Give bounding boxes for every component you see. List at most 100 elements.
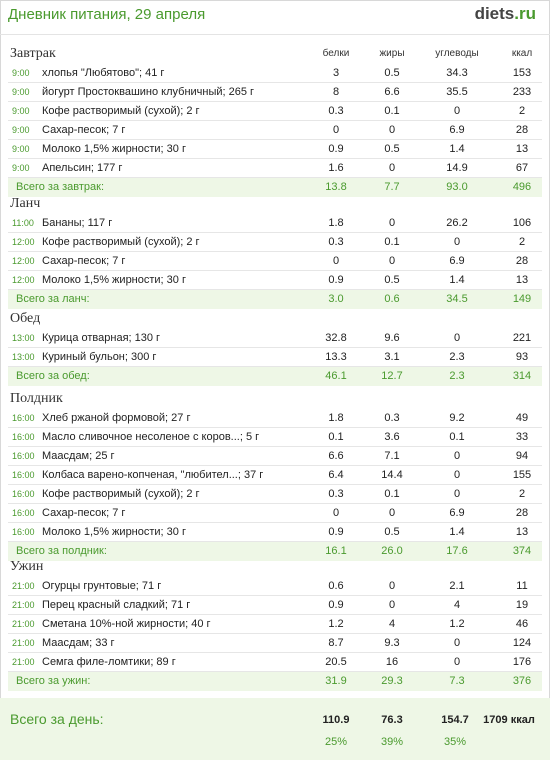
food-name[interactable]: Сахар-песок; 7 г <box>42 255 126 267</box>
food-row[interactable]: 16:00 Хлеб ржаной формовой; 27 г 1.8 0.3 9.2… <box>8 409 542 428</box>
food-fat: 0.5 <box>384 526 400 538</box>
total-kcal: 374 <box>512 545 532 557</box>
food-time: 16:00 <box>12 508 35 518</box>
food-name[interactable]: Масло сливочное несоленое с коров...; 5 … <box>42 431 260 443</box>
food-name[interactable]: йогурт Простоквашино клубничный; 265 г <box>42 86 255 98</box>
total-fat: 7.7 <box>384 181 400 193</box>
food-row[interactable]: 13:00 Куриный бульон; 300 г 13.3 3.1 2.3 93 <box>8 348 542 367</box>
food-time: 21:00 <box>12 657 35 667</box>
food-name[interactable]: Маасдам; 33 г <box>42 637 115 649</box>
food-name[interactable]: Молоко 1,5% жирности; 30 г <box>42 143 186 155</box>
food-protein: 0 <box>332 124 340 136</box>
food-fat: 4 <box>388 618 396 630</box>
food-fat: 0.1 <box>384 236 400 248</box>
food-name[interactable]: Кофе растворимый (сухой); 2 г <box>42 105 200 117</box>
meal-total-label: Всего за завтрак: <box>16 181 105 193</box>
food-name[interactable]: Курица отварная; 130 г <box>42 332 161 344</box>
food-name[interactable]: Хлеб ржаной формовой; 27 г <box>42 412 191 424</box>
food-kcal: 176 <box>512 656 532 668</box>
total-carbs: 93.0 <box>446 181 468 193</box>
food-protein: 20.5 <box>325 656 347 668</box>
food-row[interactable]: 12:00 Сахар-песок; 7 г 0 0 6.9 28 <box>8 252 542 271</box>
food-protein: 1.8 <box>328 217 344 229</box>
food-row[interactable]: 21:00 Маасдам; 33 г 8.7 9.3 0 124 <box>8 634 542 653</box>
food-row[interactable]: 12:00 Кофе растворимый (сухой); 2 г 0.3 0.1… <box>8 233 542 252</box>
food-row[interactable]: 21:00 Сметана 10%-ной жирности; 40 г 1.2 4 1… <box>8 615 542 634</box>
food-name[interactable]: Огурцы грунтовые; 71 г <box>42 580 162 592</box>
food-time: 12:00 <box>12 256 35 266</box>
food-row[interactable]: 21:00 Перец красный сладкий; 71 г 0.9 0 4 19 <box>8 596 542 615</box>
food-time: 16:00 <box>12 432 35 442</box>
food-row[interactable]: 16:00 Молоко 1,5% жирности; 30 г 0.9 0.5 1.4… <box>8 523 542 542</box>
food-name[interactable]: Колбаса варено-копченая, "любител...; 37… <box>42 469 264 481</box>
food-kcal: 2 <box>518 236 526 248</box>
food-time: 12:00 <box>12 237 35 247</box>
food-kcal: 124 <box>512 637 532 649</box>
site-logo[interactable]: diets.ru <box>475 4 536 24</box>
food-carbs: 0 <box>453 332 461 344</box>
meal-total-row: Всего за обед: 46.1 12.7 2.3 314 <box>8 367 542 386</box>
day-protein: 110.9 <box>322 714 350 726</box>
food-carbs: 2.3 <box>449 351 465 363</box>
food-row[interactable]: 9:00 хлопья "Любятово"; 41 г 3 0.5 34.3 153 <box>8 64 542 83</box>
food-name[interactable]: Кофе растворимый (сухой); 2 г <box>42 488 200 500</box>
food-row[interactable]: 16:00 Сахар-песок; 7 г 0 0 6.9 28 <box>8 504 542 523</box>
food-carbs: 0 <box>453 236 461 248</box>
food-name[interactable]: Семга филе-ломтики; 89 г <box>42 656 176 668</box>
total-protein: 31.9 <box>325 675 347 687</box>
food-row[interactable]: 9:00 йогурт Простоквашино клубничный; 265… <box>8 83 542 102</box>
food-name[interactable]: Сахар-песок; 7 г <box>42 124 126 136</box>
food-carbs: 4 <box>453 599 461 611</box>
food-name[interactable]: Кофе растворимый (сухой); 2 г <box>42 236 200 248</box>
food-fat: 14.4 <box>381 469 403 481</box>
total-carbs: 17.6 <box>446 545 468 557</box>
food-row[interactable]: 16:00 Маасдам; 25 г 6.6 7.1 0 94 <box>8 447 542 466</box>
food-name[interactable]: Маасдам; 25 г <box>42 450 115 462</box>
food-time: 16:00 <box>12 451 35 461</box>
food-time: 9:00 <box>12 106 30 116</box>
food-row[interactable]: 16:00 Колбаса варено-копченая, "любител..… <box>8 466 542 485</box>
food-fat: 0 <box>388 580 396 592</box>
meal-header: Полдник <box>0 389 550 409</box>
food-kcal: 94 <box>515 450 529 462</box>
column-fat: жиры <box>379 48 405 59</box>
food-kcal: 28 <box>515 124 529 136</box>
food-protein: 13.3 <box>325 351 347 363</box>
food-name[interactable]: хлопья "Любятово"; 41 г <box>42 67 165 79</box>
food-fat: 0 <box>388 162 396 174</box>
food-name[interactable]: Молоко 1,5% жирности; 30 г <box>42 274 186 286</box>
logo-domain: .ru <box>514 4 536 23</box>
food-row[interactable]: 12:00 Молоко 1,5% жирности; 30 г 0.9 0.5 1.4… <box>8 271 542 290</box>
food-name[interactable]: Перец красный сладкий; 71 г <box>42 599 191 611</box>
food-kcal: 155 <box>512 469 532 481</box>
food-time: 9:00 <box>12 163 30 173</box>
meal-section: Ужин 21:00 Огурцы грунтовые; 71 г 0.6 0 2.1 11… <box>0 557 550 691</box>
food-row[interactable]: 16:00 Кофе растворимый (сухой); 2 г 0.3 0.1… <box>8 485 542 504</box>
food-row[interactable]: 16:00 Масло сливочное несоленое с коров..… <box>8 428 542 447</box>
total-kcal: 496 <box>512 181 532 193</box>
food-row[interactable]: 9:00 Сахар-песок; 7 г 0 0 6.9 28 <box>8 121 542 140</box>
day-kcal: 1709 ккал <box>483 714 535 726</box>
food-row[interactable]: 9:00 Молоко 1,5% жирности; 30 г 0.9 0.5 1.4 1… <box>8 140 542 159</box>
food-carbs: 26.2 <box>446 217 468 229</box>
food-protein: 0.9 <box>328 143 344 155</box>
food-name[interactable]: Бананы; 117 г <box>42 217 113 229</box>
food-row[interactable]: 11:00 Бананы; 117 г 1.8 0 26.2 106 <box>8 214 542 233</box>
food-name[interactable]: Сахар-песок; 7 г <box>42 507 126 519</box>
day-carbs: 154.7 <box>441 714 469 726</box>
food-row[interactable]: 9:00 Кофе растворимый (сухой); 2 г 0.3 0.1 0… <box>8 102 542 121</box>
food-time: 12:00 <box>12 275 35 285</box>
meal-header: Обед <box>0 309 550 329</box>
food-row[interactable]: 21:00 Огурцы грунтовые; 71 г 0.6 0 2.1 11 <box>8 577 542 596</box>
day-total-label: Всего за день: <box>10 711 104 727</box>
food-name[interactable]: Молоко 1,5% жирности; 30 г <box>42 526 186 538</box>
food-row[interactable]: 13:00 Курица отварная; 130 г 32.8 9.6 0 221 <box>8 329 542 348</box>
food-row[interactable]: 21:00 Семга филе-ломтики; 89 г 20.5 16 0 176 <box>8 653 542 672</box>
food-time: 16:00 <box>12 413 35 423</box>
food-carbs: 35.5 <box>446 86 468 98</box>
food-kcal: 13 <box>515 143 529 155</box>
food-row[interactable]: 9:00 Апельсин; 177 г 1.6 0 14.9 67 <box>8 159 542 178</box>
food-name[interactable]: Апельсин; 177 г <box>42 162 123 174</box>
food-name[interactable]: Сметана 10%-ной жирности; 40 г <box>42 618 211 630</box>
food-name[interactable]: Куриный бульон; 300 г <box>42 351 157 363</box>
